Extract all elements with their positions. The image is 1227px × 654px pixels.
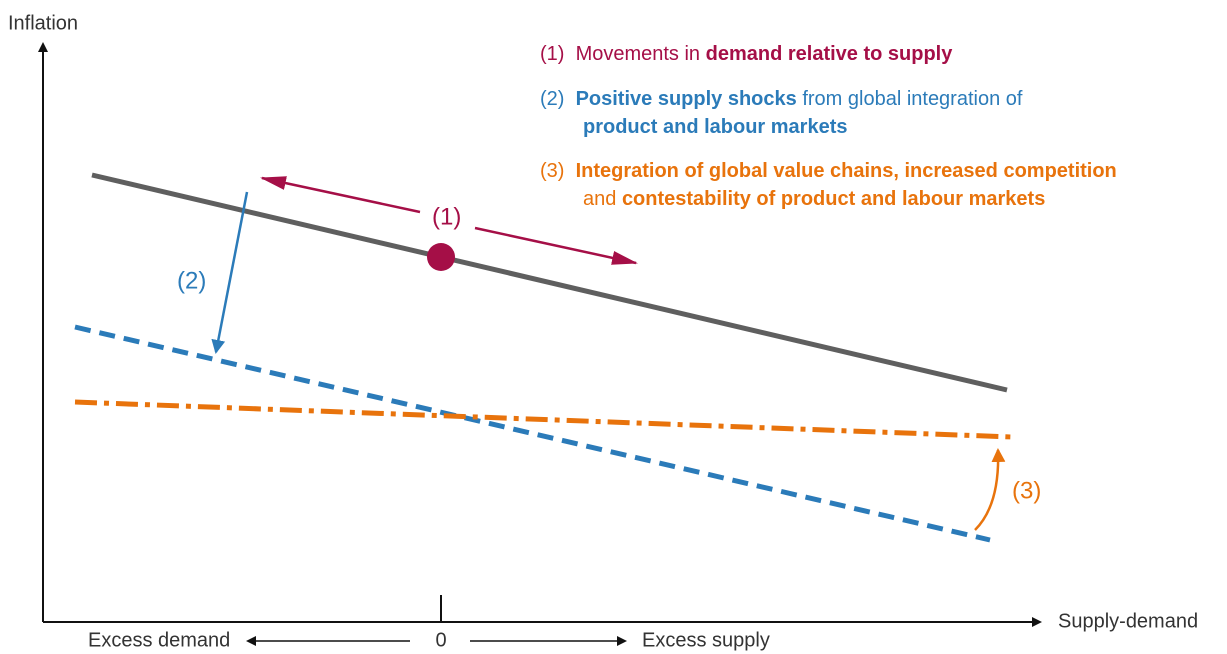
- legend-line: product and labour markets: [583, 116, 848, 138]
- flattened-curve: [74, 399, 1013, 440]
- legend-text: and: [583, 188, 622, 210]
- legend-text: Movements in: [576, 43, 706, 65]
- legend-text: (3): [540, 160, 576, 182]
- legend-line: (2) Positive supply shocks from global i…: [540, 88, 1023, 110]
- legend-text: Integration of global value chains, incr…: [576, 160, 1117, 182]
- rotate-arrow: [974, 448, 1006, 531]
- point: [427, 243, 455, 271]
- x-axis-label: Supply-demand: [1058, 610, 1198, 632]
- legend-text: (2): [540, 88, 576, 110]
- shifted-curve: [74, 324, 991, 543]
- y-axis-label: Inflation: [8, 12, 78, 34]
- marker-2: (2): [177, 267, 206, 294]
- origin-label: 0: [435, 629, 446, 651]
- legend-text: product and labour markets: [583, 116, 848, 138]
- legend-text: (1): [540, 43, 576, 65]
- legend-line: (1) Movements in demand relative to supp…: [540, 43, 953, 65]
- legend-text: contestability of product and labour mar…: [622, 188, 1045, 210]
- shift-arrow: [211, 191, 249, 354]
- arrow-right: [474, 226, 638, 265]
- marker-3: (3): [1012, 477, 1041, 504]
- marker-1: (1): [432, 203, 461, 230]
- legend: (1) Movements in demand relative to supp…: [540, 43, 1117, 210]
- legend-text: Positive supply shocks: [576, 88, 797, 110]
- legend-line: and contestability of product and labour…: [583, 188, 1045, 210]
- legend-text: from global integration of: [797, 88, 1023, 110]
- legend-line: (3) Integration of global value chains, …: [540, 160, 1117, 182]
- legend-text: demand relative to supply: [706, 43, 954, 65]
- arrow-left: [260, 176, 421, 214]
- left-label: Excess demand: [88, 629, 230, 651]
- right-label: Excess supply: [642, 629, 770, 651]
